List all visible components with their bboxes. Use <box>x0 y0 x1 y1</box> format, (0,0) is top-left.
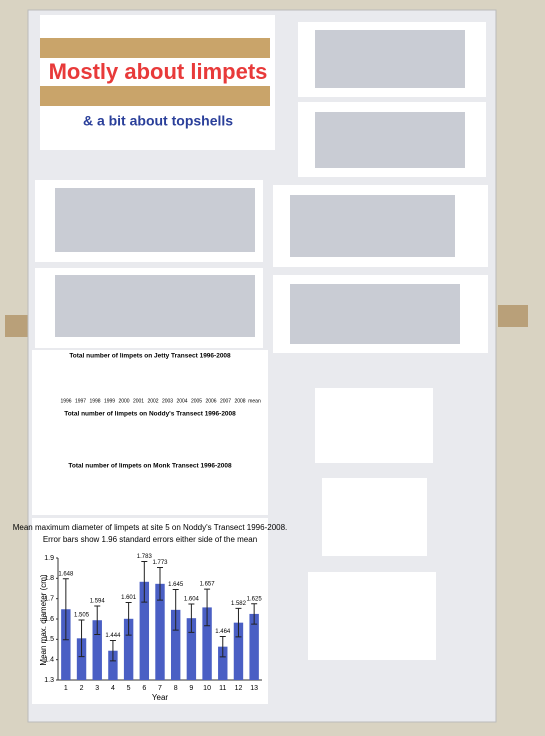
year-label: 2006 <box>205 398 216 404</box>
x-tick-label: 6 <box>142 685 146 692</box>
year-label: 1996 <box>60 398 71 404</box>
y-tick-label: 1.3 <box>44 677 54 684</box>
y-tick-label: 1.4 <box>44 657 54 664</box>
x-tick-label: 9 <box>189 685 193 692</box>
x-tick-label: 2 <box>80 685 84 692</box>
data-label: 1.604 <box>184 597 200 603</box>
mini-plot <box>290 284 460 344</box>
mini-plot <box>315 112 465 168</box>
y-tick-label: 1.5 <box>44 636 54 643</box>
page: {"poster": {"title": "Mostly about limpe… <box>0 0 545 731</box>
bar-chart-title: Total number of limpets on Monk Transect… <box>68 463 232 470</box>
mini-chart <box>315 388 433 463</box>
data-label: 1.505 <box>74 613 90 619</box>
x-tick-label: 7 <box>158 685 162 692</box>
x-tick-label: 12 <box>235 685 243 692</box>
chart-title: Mean maximum diameter of limpets at site… <box>13 523 288 532</box>
x-tick-label: 3 <box>95 685 99 692</box>
x-tick-label: 13 <box>250 685 258 692</box>
data-label: 1.582 <box>231 601 247 607</box>
mini-plot <box>55 275 255 337</box>
year-label: 2008 <box>234 398 245 404</box>
poster-title: Mostly about limpets <box>49 59 268 84</box>
data-label: 1.601 <box>121 595 137 601</box>
x-tick-label: 5 <box>127 685 131 692</box>
chart-subtitle: Error bars show 1.96 standard errors eit… <box>43 535 257 544</box>
x-tick-label: 8 <box>174 685 178 692</box>
year-label: 2007 <box>220 398 231 404</box>
data-label: 1.444 <box>105 633 121 639</box>
bracket <box>498 305 528 327</box>
data-label: 1.657 <box>200 582 216 588</box>
data-label: 1.783 <box>137 554 153 560</box>
year-label: 2000 <box>118 398 129 404</box>
y-tick-label: 1.9 <box>44 555 54 562</box>
x-tick-label: 4 <box>111 685 115 692</box>
year-label: 2004 <box>176 398 187 404</box>
x-tick-label: 1 <box>64 685 68 692</box>
data-label: 1.645 <box>168 582 184 588</box>
mini-chart <box>322 478 427 556</box>
x-tick-label: 10 <box>203 685 211 692</box>
bar-chart-title: Total number of limpets on Noddy's Trans… <box>64 411 236 418</box>
year-label: 1998 <box>89 398 100 404</box>
year-label: 2003 <box>162 398 173 404</box>
year-label: 2001 <box>133 398 144 404</box>
photo: Mostly about limpets & a bit about topsh… <box>0 0 545 731</box>
year-label: 2002 <box>147 398 158 404</box>
mini-plot <box>55 188 255 252</box>
y-tick-label: 1.7 <box>44 596 54 603</box>
year-label: 1999 <box>104 398 115 404</box>
mini-plot <box>290 195 455 257</box>
year-label: 2005 <box>191 398 202 404</box>
x-axis-label: Year <box>152 693 169 702</box>
poster-subtitle: & a bit about topshells <box>83 113 233 129</box>
data-label: 1.464 <box>215 629 231 635</box>
data-label: 1.648 <box>58 571 74 577</box>
shell-row <box>40 86 270 106</box>
data-label: 1.773 <box>152 560 168 566</box>
y-tick-label: 1.6 <box>44 616 54 623</box>
year-label: mean <box>248 398 261 404</box>
x-tick-label: 11 <box>219 685 226 692</box>
bar-chart-title: Total number of limpets on Jetty Transec… <box>69 353 231 360</box>
shell-row <box>40 38 270 58</box>
data-label: 1.625 <box>247 596 263 602</box>
mini-chart <box>308 572 436 660</box>
data-label: 1.594 <box>90 599 106 605</box>
y-tick-label: 1.8 <box>44 575 54 582</box>
mini-plot <box>315 30 465 88</box>
year-label: 1997 <box>75 398 86 404</box>
